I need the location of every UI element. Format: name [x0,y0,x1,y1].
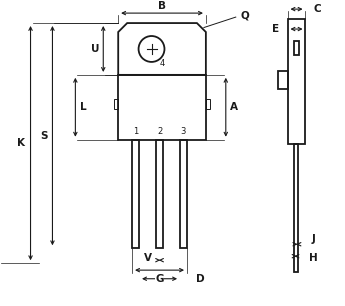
Text: J: J [312,234,315,244]
Bar [294,144,297,272]
Bar [288,19,306,144]
Text: Q: Q [241,10,249,20]
Text: K: K [17,138,24,148]
Text: B: B [158,1,166,11]
Text: 4: 4 [159,59,165,68]
Bar [294,42,299,55]
Text: H: H [309,253,318,263]
Text: 3: 3 [181,127,186,136]
Text: D: D [196,274,204,284]
Bar [132,140,139,248]
Text: 1: 1 [133,127,138,136]
Text: S: S [41,131,48,141]
Text: G: G [155,274,164,284]
Bar [206,99,210,110]
Text: E: E [272,24,279,34]
Text: 2: 2 [157,127,162,136]
Text: A: A [230,102,238,112]
Bar [156,140,163,248]
Bar [114,99,118,110]
Text: U: U [91,44,100,54]
Text: C: C [314,4,321,14]
Bar [180,140,187,248]
Bar [278,71,288,89]
Text: L: L [80,102,87,112]
Bar [118,75,206,140]
Text: V: V [144,253,152,263]
